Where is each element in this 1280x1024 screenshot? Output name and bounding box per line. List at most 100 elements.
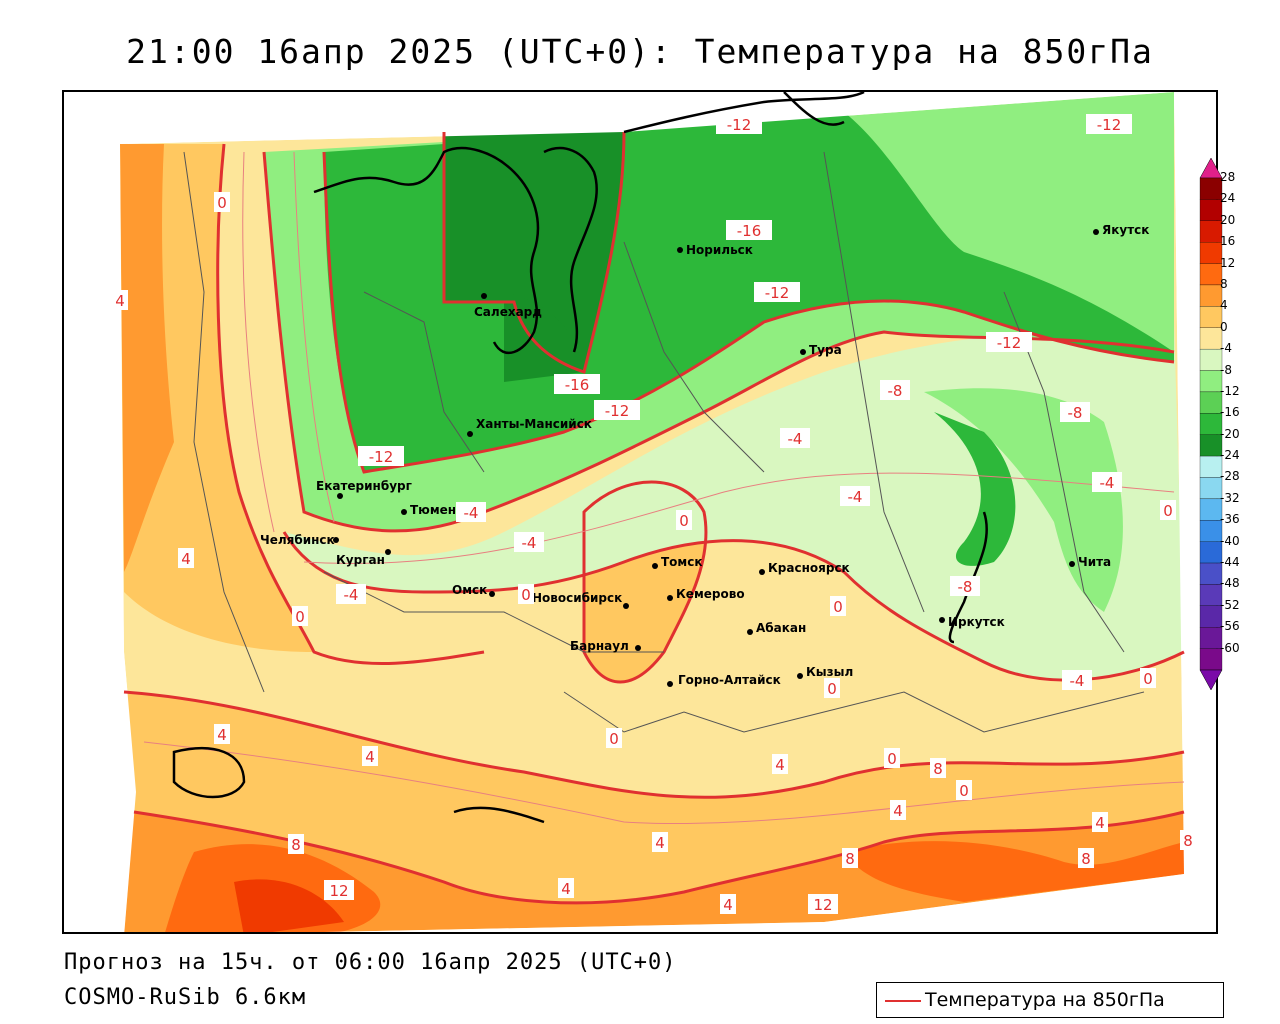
iso-label-29: 0 <box>824 678 840 698</box>
iso-label-23: -4 <box>1062 670 1092 690</box>
iso-label-text-8: -16 <box>565 376 590 394</box>
iso-label-26: 4 <box>214 724 230 744</box>
city-label-yakutsk: Якутск <box>1102 223 1149 237</box>
iso-label-text-21: -8 <box>958 578 973 596</box>
colorbar-label-6: 4 <box>1220 298 1228 313</box>
iso-label-text-22: 0 <box>295 608 305 626</box>
colorbar-arrow-top <box>1199 158 1223 179</box>
iso-label-text-31: 4 <box>775 756 785 774</box>
colorbar-label-18: -44 <box>1220 555 1240 570</box>
city-dot-krasnoyarsk <box>759 569 765 575</box>
iso-label-text-38: 4 <box>1095 814 1105 832</box>
colorbar-swatch-8 <box>1199 348 1223 371</box>
colorbar-swatch-19 <box>1199 584 1223 606</box>
colorbar-swatch-3 <box>1199 242 1223 264</box>
isotherm-minus8 <box>262 151 1175 533</box>
colorbar-label-10: -12 <box>1220 383 1240 398</box>
colorbar-swatch-6 <box>1199 306 1223 328</box>
city-dot-kemerovo <box>667 595 673 601</box>
coastline-baikal <box>948 511 988 644</box>
field-cold-minus12-east <box>934 412 1016 566</box>
colorbar-swatch-7 <box>1199 327 1223 350</box>
colorbar-label-1: 24 <box>1220 191 1236 206</box>
iso-label-3: -16 <box>726 220 772 240</box>
iso-label-text-14: -4 <box>848 488 863 506</box>
iso-label-31: 4 <box>772 754 788 774</box>
colorbar-swatch-16 <box>1199 520 1223 542</box>
thin-isotherm-1 <box>293 151 335 523</box>
city-label-tomsk: Томск <box>661 555 703 569</box>
colorbar-label-14: -28 <box>1220 469 1240 484</box>
iso-label-text-45: 8 <box>933 760 943 778</box>
iso-label-text-15: 0 <box>1163 502 1173 520</box>
city-dot-tura <box>800 349 806 355</box>
coastline-balkhash <box>453 806 545 824</box>
border-2 <box>363 291 485 473</box>
city-dot-gorno-altaysk <box>667 681 673 687</box>
isotherm-minus16 <box>442 131 626 374</box>
city-label-salekhard: Салехард <box>474 305 542 319</box>
legend-line-swatch <box>885 1000 921 1002</box>
iso-label-35: 4 <box>652 832 668 852</box>
city-dot-tyumen <box>401 509 407 515</box>
field-south-16 <box>234 879 344 932</box>
colorbar-swatch-4 <box>1199 263 1223 286</box>
city-dot-tomsk <box>652 563 658 569</box>
iso-label-text-18: -4 <box>522 534 537 552</box>
iso-label-44: 12 <box>808 894 838 914</box>
iso-label-text-33: 0 <box>959 782 969 800</box>
colorbar-arrow-bottom <box>1199 669 1223 690</box>
temperature-map: Салехард Норильск Якутск Тура Ханты-Манс… <box>62 90 1218 934</box>
iso-label-42: 4 <box>558 878 574 898</box>
thin-isotherm-3 <box>303 472 1175 565</box>
nodata-north <box>64 92 1216 144</box>
iso-label-6: 4 <box>112 290 128 310</box>
city-dot-khanty <box>467 431 473 437</box>
city-dot-norilsk <box>677 247 683 253</box>
iso-label-12: -8 <box>1060 402 1090 422</box>
colorbar-label-22: -60 <box>1220 640 1240 655</box>
city-dot-ekaterinburg <box>337 493 343 499</box>
iso-label-38: 4 <box>1092 812 1108 832</box>
field-west-4 <box>120 144 314 652</box>
border-1 <box>183 151 265 693</box>
iso-label-10: -8 <box>880 380 910 400</box>
colorbar-swatch-17 <box>1199 541 1223 564</box>
colorbar-swatch-14 <box>1199 477 1223 500</box>
iso-label-7: -12 <box>358 446 404 466</box>
colorbar-label-16: -36 <box>1220 512 1240 527</box>
iso-label-25: 4 <box>178 548 194 568</box>
thin-isotherm-4 <box>143 741 1185 825</box>
iso-label-text-39: 8 <box>1081 850 1091 868</box>
city-label-kurgan: Курган <box>336 553 385 567</box>
iso-label-text-35: 4 <box>655 834 665 852</box>
city-label-kemerovo: Кемерово <box>676 587 745 601</box>
iso-label-text-1: -12 <box>1097 116 1122 134</box>
border-5 <box>323 571 664 653</box>
iso-label-9: -12 <box>594 400 640 420</box>
iso-label-text-26: 4 <box>217 726 227 744</box>
border-7 <box>1003 291 1125 653</box>
iso-label-32: 0 <box>884 748 900 768</box>
iso-label-21: -8 <box>950 576 980 596</box>
iso-label-text-17: 0 <box>679 512 689 530</box>
colorbar-label-8: -4 <box>1220 341 1232 356</box>
iso-label-text-27: 0 <box>1143 670 1153 688</box>
coastlines <box>172 92 988 824</box>
iso-label-text-42: 4 <box>561 880 571 898</box>
colorbar-swatch-2 <box>1199 220 1223 243</box>
iso-label-27: 0 <box>1140 668 1156 688</box>
iso-label-34: 4 <box>890 800 906 820</box>
map-canvas: Салехард Норильск Якутск Тура Ханты-Манс… <box>64 92 1216 932</box>
iso-label-text-20: 0 <box>521 586 531 604</box>
iso-label-45: 8 <box>930 758 946 778</box>
city-label-norilsk: Норильск <box>686 243 753 257</box>
iso-label-text-12: -8 <box>1068 404 1083 422</box>
iso-label-43: 4 <box>720 894 736 914</box>
iso-label-text-19: -4 <box>344 586 359 604</box>
coastline-yamal <box>313 146 540 354</box>
city-label-barnaul: Барнаул <box>570 639 629 653</box>
isotherm-4-south <box>123 690 1185 799</box>
iso-label-text-36: 8 <box>291 836 301 854</box>
iso-label-14: -4 <box>840 486 870 506</box>
